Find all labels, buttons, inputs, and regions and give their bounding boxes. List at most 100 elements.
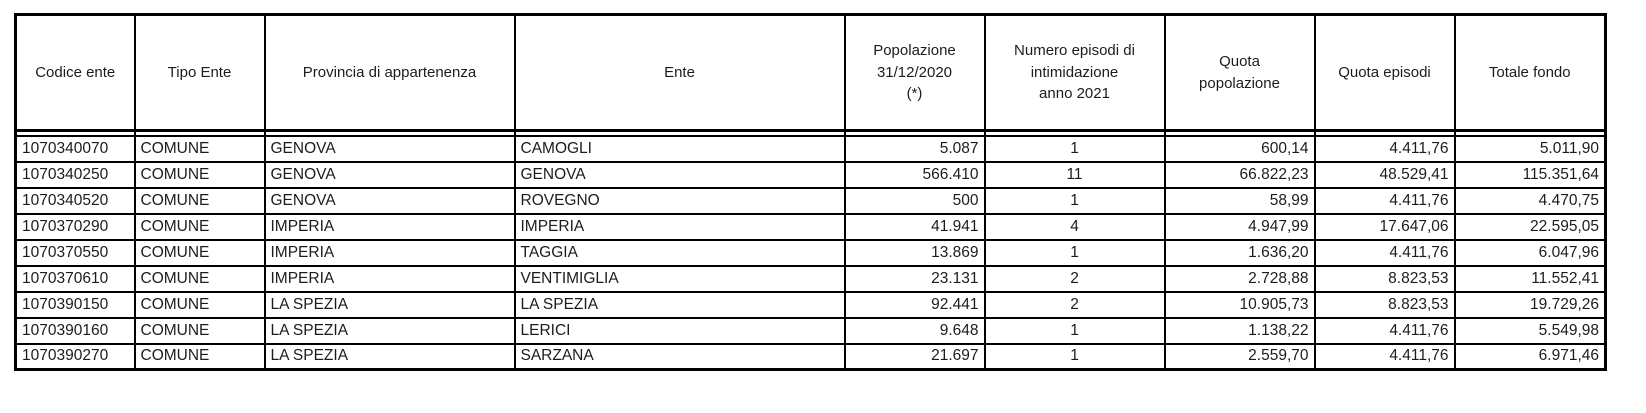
table-cell: 1 [983, 342, 1166, 371]
col-header-quota-episodi: Quota episodi [1313, 13, 1456, 132]
table-cell: 2 [983, 290, 1166, 319]
table-cell: 5.087 [843, 134, 986, 163]
table-cell: 21.697 [843, 342, 986, 371]
table-body: 1070340070 COMUNE GENOVA CAMOGLI 5.087 1 600,1… [14, 134, 1607, 371]
table-cell: 4.470,75 [1453, 186, 1607, 215]
table-header: Codice ente Tipo Ente Provincia di appar… [14, 13, 1607, 136]
table-cell: 9.648 [843, 316, 986, 345]
table-cell: 11 [983, 160, 1166, 189]
table-cell: 1070390270 [14, 342, 136, 371]
table-cell: 600,14 [1163, 134, 1316, 163]
table-cell: COMUNE [133, 212, 266, 241]
table-row: 1070370550 COMUNE IMPERIA TAGGIA 13.869 1 1.63… [14, 238, 1607, 267]
table-cell: COMUNE [133, 290, 266, 319]
table-cell: GENOVA [263, 186, 516, 215]
table-cell: 4.411,76 [1313, 186, 1456, 215]
table-cell: IMPERIA [263, 264, 516, 293]
table-cell: SARZANA [513, 342, 846, 371]
table-cell: COMUNE [133, 316, 266, 345]
table-cell: 58,99 [1163, 186, 1316, 215]
col-header-totale-fondo: Totale fondo [1453, 13, 1607, 132]
table-cell: 10.905,73 [1163, 290, 1316, 319]
table-cell: COMUNE [133, 264, 266, 293]
table-cell: 22.595,05 [1453, 212, 1607, 241]
table-cell: COMUNE [133, 186, 266, 215]
table-cell: 48.529,41 [1313, 160, 1456, 189]
table-cell: LA SPEZIA [513, 290, 846, 319]
table-cell: 1.636,20 [1163, 238, 1316, 267]
table-cell: 5.549,98 [1453, 316, 1607, 345]
table-cell: ROVEGNO [513, 186, 846, 215]
col-header-quota-popolazione: Quota popolazione [1163, 13, 1316, 132]
table-cell: COMUNE [133, 342, 266, 371]
table-cell: LA SPEZIA [263, 290, 516, 319]
table-cell: GENOVA [513, 160, 846, 189]
table-cell: 4.411,76 [1313, 134, 1456, 163]
table-cell: 2 [983, 264, 1166, 293]
table-cell: CAMOGLI [513, 134, 846, 163]
table-row: 1070390150 COMUNE LA SPEZIA LA SPEZIA 92.441… [14, 290, 1607, 319]
table-row: 1070340520 COMUNE GENOVA ROVEGNO 500 1 58,99 4.… [14, 186, 1607, 215]
col-header-provincia: Provincia di appartenenza [263, 13, 516, 132]
table-cell: 5.011,90 [1453, 134, 1607, 163]
table-cell: 1070370290 [14, 212, 136, 241]
table-cell: 1070390160 [14, 316, 136, 345]
fondo-intimidazione-table: Codice ente Tipo Ente Provincia di appar… [14, 13, 1607, 371]
table-cell: 13.869 [843, 238, 986, 267]
table-cell: 11.552,41 [1453, 264, 1607, 293]
table-cell: 1 [983, 186, 1166, 215]
table-cell: COMUNE [133, 238, 266, 267]
col-header-popolazione: Popolazione 31/12/2020 (*) [843, 13, 986, 132]
table-cell: 8.823,53 [1313, 290, 1456, 319]
col-header-codice-ente: Codice ente [14, 13, 136, 132]
table-cell: 566.410 [843, 160, 986, 189]
table-cell: 1070340520 [14, 186, 136, 215]
table-cell: 92.441 [843, 290, 986, 319]
table-cell: 4.411,76 [1313, 342, 1456, 371]
table-row: 1070390270 COMUNE LA SPEZIA SARZANA 21.697 1 2… [14, 342, 1607, 371]
table-cell: LERICI [513, 316, 846, 345]
table-cell: 23.131 [843, 264, 986, 293]
table-cell: GENOVA [263, 160, 516, 189]
table-cell: 500 [843, 186, 986, 215]
table-cell: 1 [983, 134, 1166, 163]
table-cell: 4.411,76 [1313, 316, 1456, 345]
table-cell: LA SPEZIA [263, 342, 516, 371]
table-cell: IMPERIA [263, 238, 516, 267]
table-cell: 1070370610 [14, 264, 136, 293]
col-header-ente: Ente [513, 13, 846, 132]
table-cell: COMUNE [133, 160, 266, 189]
table-cell: 1070370550 [14, 238, 136, 267]
table-cell: 1070340070 [14, 134, 136, 163]
table-cell: 4 [983, 212, 1166, 241]
table-cell: IMPERIA [513, 212, 846, 241]
table-cell: 2.728,88 [1163, 264, 1316, 293]
table-cell: 66.822,23 [1163, 160, 1316, 189]
table-cell: 1070340250 [14, 160, 136, 189]
table-row: 1070390160 COMUNE LA SPEZIA LERICI 9.648 1 1.1… [14, 316, 1607, 345]
table-cell: 2.559,70 [1163, 342, 1316, 371]
col-header-tipo-ente: Tipo Ente [133, 13, 266, 132]
header-row: Codice ente Tipo Ente Provincia di appar… [14, 13, 1607, 132]
table-cell: 115.351,64 [1453, 160, 1607, 189]
table-row: 1070370290 COMUNE IMPERIA IMPERIA 41.941 4 4.9… [14, 212, 1607, 241]
table-cell: TAGGIA [513, 238, 846, 267]
table-cell: COMUNE [133, 134, 266, 163]
table-cell: VENTIMIGLIA [513, 264, 846, 293]
table-cell: 41.941 [843, 212, 986, 241]
table-cell: 6.047,96 [1453, 238, 1607, 267]
table-cell: 1 [983, 316, 1166, 345]
table-row: 1070370610 COMUNE IMPERIA VENTIMIGLIA 23.131… [14, 264, 1607, 293]
table-cell: 8.823,53 [1313, 264, 1456, 293]
table-cell: 1.138,22 [1163, 316, 1316, 345]
table-cell: 6.971,46 [1453, 342, 1607, 371]
table-cell: 1 [983, 238, 1166, 267]
table-cell: 4.411,76 [1313, 238, 1456, 267]
table-cell: LA SPEZIA [263, 316, 516, 345]
table-cell: IMPERIA [263, 212, 516, 241]
table-cell: GENOVA [263, 134, 516, 163]
table-row: 1070340250 COMUNE GENOVA GENOVA 566.410 11 66.… [14, 160, 1607, 189]
table-cell: 17.647,06 [1313, 212, 1456, 241]
table-row: 1070340070 COMUNE GENOVA CAMOGLI 5.087 1 600,1… [14, 134, 1607, 163]
table-cell: 19.729,26 [1453, 290, 1607, 319]
